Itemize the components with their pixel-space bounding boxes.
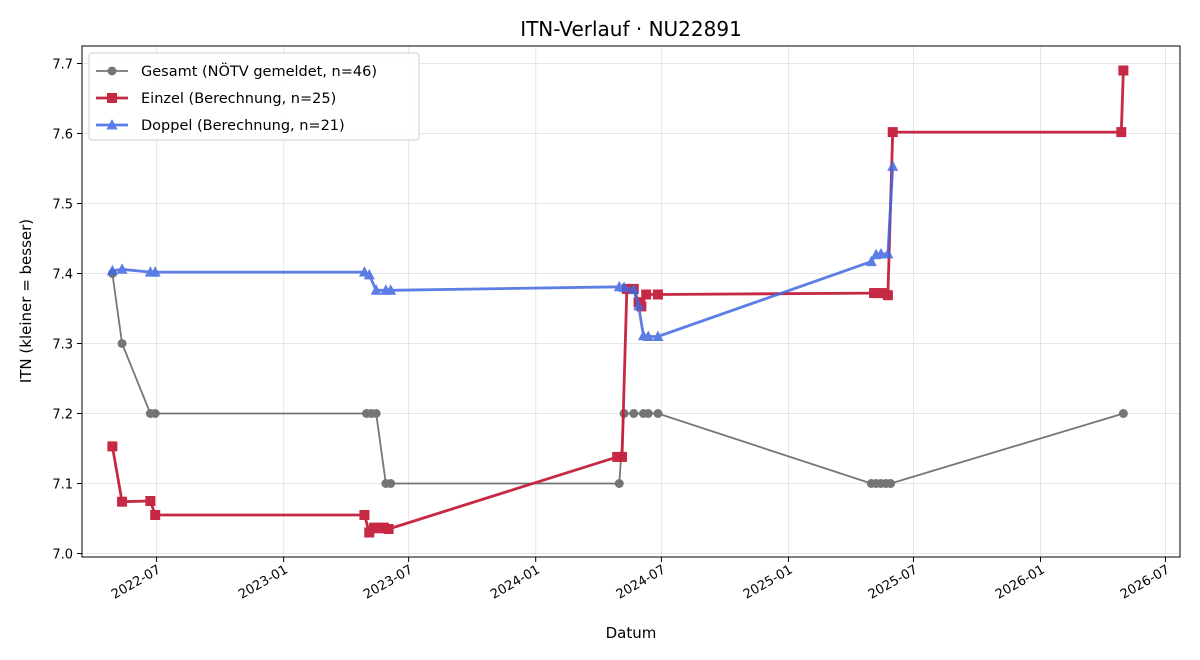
legend-item-einzel [96, 93, 128, 103]
data-point-gesamt [614, 479, 624, 488]
data-point-einzel [1116, 127, 1127, 138]
data-point-doppel [633, 299, 645, 311]
data-point-einzel [383, 524, 394, 534]
legend-box [88, 52, 420, 141]
y-tick-label: 7.6 [52, 128, 73, 143]
legend-marker-einzel [107, 93, 117, 103]
data-point-doppel [116, 263, 128, 274]
data-point-einzel [117, 496, 128, 507]
x-tick-label: 2023-07 [361, 562, 416, 602]
data-point-doppel [875, 247, 887, 259]
data-point-einzel [1118, 65, 1129, 76]
x-tick-label: 2025-01 [741, 562, 796, 602]
data-point-einzel [641, 289, 652, 300]
data-point-doppel [642, 330, 654, 341]
y-axis-ticks: 7.0 7.1 7.2 7.3 7.4 7.5 7.6 7.7 [52, 58, 82, 563]
data-point-doppel [865, 255, 877, 267]
data-point-einzel [145, 496, 156, 506]
data-point-doppel [652, 330, 664, 341]
legend-label-gesamt: Gesamt (NÖTV gemeldet, n=46) [141, 62, 377, 80]
legend-marker-doppel [106, 119, 118, 130]
x-tick-label: 2025-07 [866, 562, 921, 602]
y-tick-label: 7.0 [52, 548, 73, 563]
data-point-doppel [882, 247, 894, 259]
series-line-doppel [112, 166, 895, 338]
data-point-gesamt [1118, 409, 1128, 418]
y-tick-label: 7.2 [52, 408, 73, 423]
data-point-doppel [363, 268, 375, 280]
legend-item-doppel [96, 119, 128, 130]
series-doppel [106, 160, 899, 341]
chart-title: ITN-Verlauf · NU22891 [520, 17, 742, 41]
data-point-doppel [385, 284, 397, 295]
y-axis-label: ITN (kleiner = besser) [17, 219, 35, 383]
data-point-doppel [887, 160, 899, 171]
x-tick-label: 2024-01 [488, 562, 543, 602]
data-point-doppel [618, 281, 630, 292]
y-tick-label: 7.1 [52, 478, 73, 493]
y-tick-label: 7.3 [52, 338, 73, 353]
y-tick-label: 7.4 [52, 268, 73, 283]
data-point-einzel [359, 510, 370, 520]
data-point-einzel [882, 290, 893, 301]
x-tick-label: 2023-01 [236, 562, 291, 602]
data-point-doppel [370, 284, 382, 295]
x-axis-label: Datum [606, 624, 657, 642]
data-point-doppel [628, 283, 640, 295]
data-point-gesamt [386, 479, 396, 488]
data-point-gesamt [150, 409, 160, 418]
y-tick-label: 7.7 [52, 58, 73, 73]
data-point-gesamt [653, 409, 663, 418]
data-point-gesamt [629, 409, 639, 418]
data-point-einzel [150, 510, 161, 520]
data-point-einzel [107, 441, 118, 452]
plot-frame [81, 45, 1181, 558]
x-tick-label: 2024-07 [614, 562, 669, 602]
legend: Gesamt (NÖTV gemeldet, n=46) Einzel (Bere… [88, 52, 420, 141]
series-layer [106, 65, 1129, 538]
x-axis-ticks: 2022-07 2023-01 2023-07 2024-01 2024-07 2025-… [109, 557, 1172, 603]
data-point-doppel [106, 264, 118, 276]
data-point-einzel [887, 127, 898, 138]
y-tick-label: 7.5 [52, 198, 73, 213]
legend-marker-gesamt [107, 66, 117, 76]
legend-item-gesamt [96, 66, 128, 76]
x-tick-label: 2022-07 [109, 562, 164, 602]
x-tick-label: 2026-07 [1118, 562, 1173, 602]
data-point-doppel [149, 266, 161, 277]
data-point-einzel [652, 289, 663, 300]
data-point-gesamt [886, 479, 896, 488]
legend-label-einzel: Einzel (Berechnung, n=25) [141, 91, 336, 107]
x-tick-label: 2026-01 [993, 562, 1048, 602]
legend-label-doppel: Doppel (Berechnung, n=21) [141, 118, 345, 134]
data-point-gesamt [643, 409, 653, 418]
data-point-gesamt [371, 409, 381, 418]
data-point-gesamt [117, 339, 127, 348]
data-point-einzel [617, 451, 628, 462]
